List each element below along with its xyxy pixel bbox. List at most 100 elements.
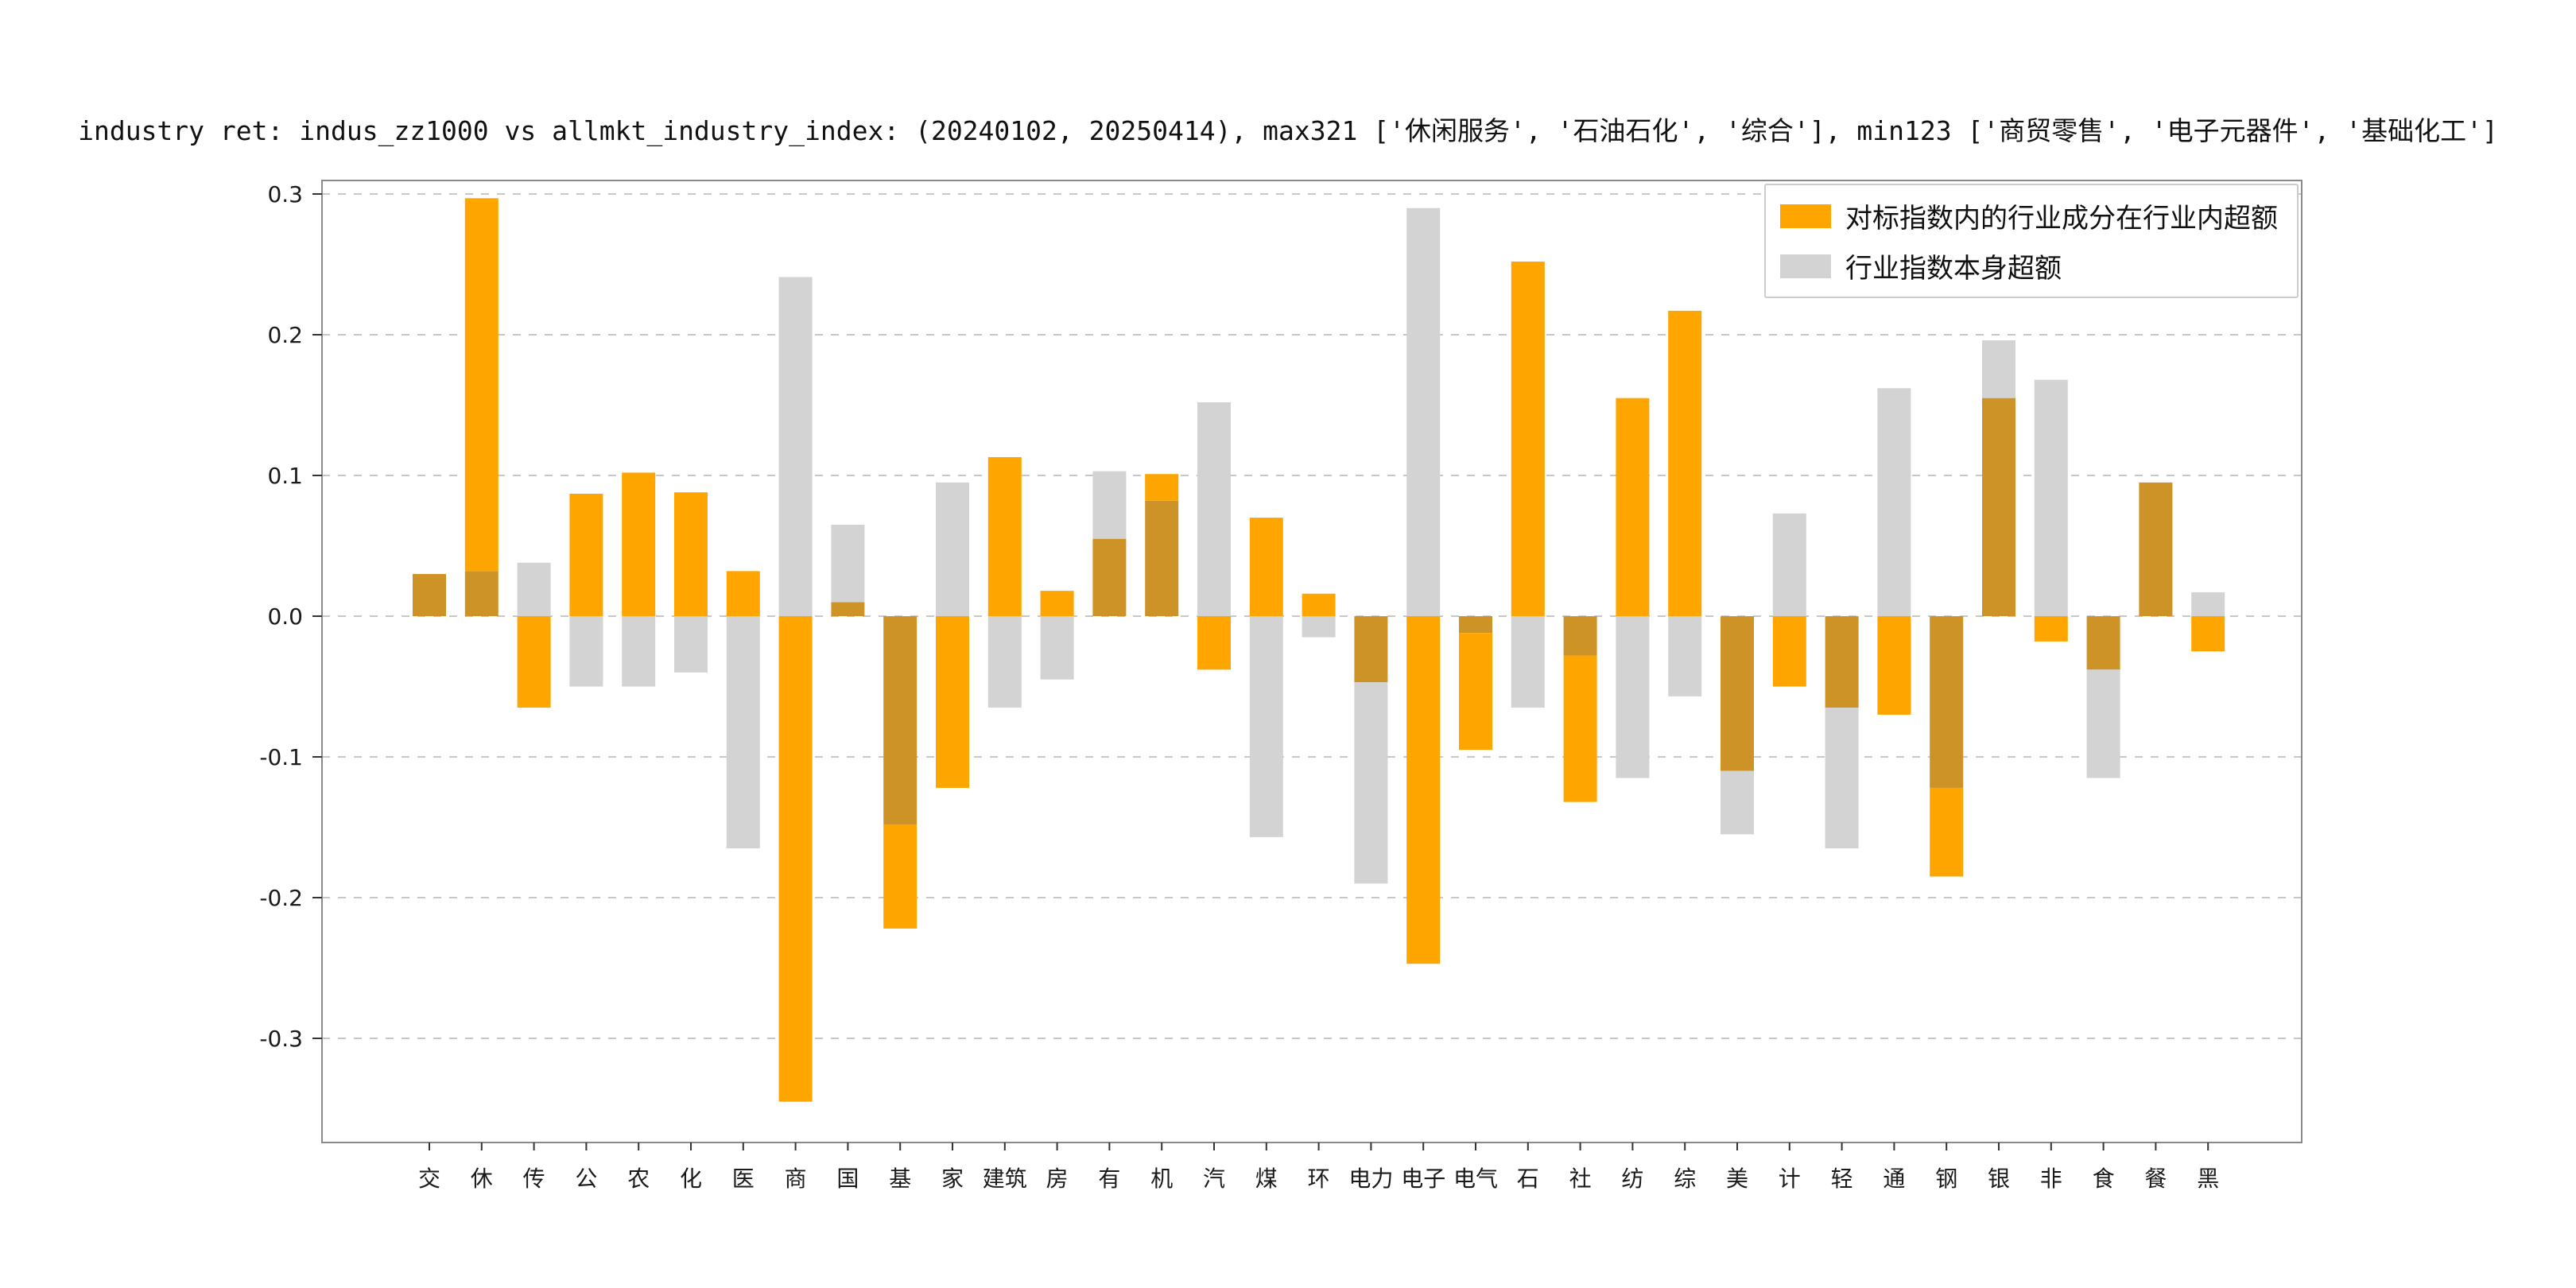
y-tick-label--0.3: -0.3 bbox=[259, 1026, 303, 1052]
bar-index-excess-建筑 bbox=[987, 616, 1022, 708]
x-tick-label-钢: 钢 bbox=[1935, 1166, 1957, 1192]
bar-index-excess-房 bbox=[1040, 616, 1074, 680]
bar-index-excess-国 bbox=[831, 524, 865, 603]
bar-component-excess-机 bbox=[1145, 474, 1179, 501]
x-tick-label-社: 社 bbox=[1569, 1166, 1592, 1192]
legend-swatch-orange bbox=[1780, 204, 1831, 228]
bar-overlap-国 bbox=[831, 602, 865, 616]
bar-overlap-电力 bbox=[1354, 616, 1388, 683]
bar-component-excess-黑 bbox=[2191, 616, 2225, 652]
x-tick-label-食: 食 bbox=[2093, 1166, 2115, 1192]
y-tick-label-0.0: 0.0 bbox=[267, 603, 303, 630]
bar-index-excess-电子 bbox=[1406, 208, 1441, 616]
legend-item-component-excess: 对标指数内的行业成分在行业内超额 bbox=[1780, 196, 2278, 235]
bar-component-excess-社 bbox=[1563, 655, 1597, 802]
bar-index-excess-煤 bbox=[1249, 616, 1283, 837]
bar-index-excess-农 bbox=[622, 616, 656, 687]
x-tick-label-煤: 煤 bbox=[1255, 1166, 1278, 1192]
x-tick-label-电气: 电气 bbox=[1453, 1166, 1498, 1192]
bar-index-excess-环 bbox=[1302, 616, 1336, 638]
bar-index-excess-通 bbox=[1877, 388, 1911, 616]
bar-component-excess-计 bbox=[1772, 616, 1806, 687]
bar-index-excess-食 bbox=[2086, 669, 2120, 778]
x-tick-label-家: 家 bbox=[941, 1166, 964, 1192]
bar-index-excess-综 bbox=[1668, 616, 1702, 696]
bar-index-excess-传 bbox=[517, 562, 551, 616]
bar-overlap-食 bbox=[2086, 616, 2120, 670]
bar-overlap-钢 bbox=[1930, 616, 1964, 788]
bar-component-excess-煤 bbox=[1249, 518, 1283, 616]
x-tick-label-农: 农 bbox=[627, 1166, 650, 1192]
x-tick-label-石: 石 bbox=[1517, 1166, 1539, 1192]
bar-index-excess-商 bbox=[778, 277, 813, 616]
legend-item-index-excess: 行业指数本身超额 bbox=[1780, 246, 2278, 285]
y-tick-label-0.1: 0.1 bbox=[267, 463, 303, 489]
bar-index-excess-家 bbox=[936, 482, 969, 616]
bar-component-excess-商 bbox=[778, 616, 813, 1102]
x-tick-label-轻: 轻 bbox=[1831, 1166, 1853, 1192]
bar-component-excess-汽 bbox=[1197, 616, 1231, 670]
bar-component-excess-非 bbox=[2034, 616, 2068, 642]
bar-overlap-交 bbox=[413, 573, 446, 616]
chart-title: industry ret: indus_zz1000 vs allmkt_ind… bbox=[78, 115, 2498, 146]
bar-index-excess-黑 bbox=[2191, 592, 2225, 616]
bar-overlap-银 bbox=[1982, 398, 2015, 616]
bar-component-excess-农 bbox=[622, 472, 656, 616]
x-tick-label-公: 公 bbox=[575, 1166, 597, 1192]
legend-label-index-excess: 行业指数本身超额 bbox=[1845, 253, 2062, 285]
bar-component-excess-房 bbox=[1040, 591, 1074, 616]
x-tick-label-国: 国 bbox=[836, 1166, 859, 1192]
bar-index-excess-美 bbox=[1721, 770, 1754, 835]
x-tick-label-有: 有 bbox=[1098, 1166, 1120, 1192]
bar-overlap-机 bbox=[1145, 500, 1179, 616]
x-tick-label-机: 机 bbox=[1150, 1166, 1173, 1192]
bar-index-excess-有 bbox=[1092, 471, 1127, 539]
chart-legend: 对标指数内的行业成分在行业内超额 行业指数本身超额 bbox=[1764, 184, 2299, 298]
y-tick-label--0.1: -0.1 bbox=[259, 744, 303, 770]
bar-component-excess-钢 bbox=[1930, 787, 1964, 877]
bar-index-excess-电力 bbox=[1354, 682, 1388, 884]
bar-overlap-社 bbox=[1563, 616, 1597, 656]
x-tick-label-综: 综 bbox=[1674, 1166, 1696, 1192]
x-tick-label-非: 非 bbox=[2040, 1166, 2062, 1192]
x-tick-label-化: 化 bbox=[680, 1166, 702, 1192]
bar-component-excess-石 bbox=[1511, 261, 1545, 616]
x-tick-label-通: 通 bbox=[1883, 1166, 1905, 1192]
bar-index-excess-汽 bbox=[1197, 402, 1231, 616]
x-tick-label-电子: 电子 bbox=[1401, 1166, 1445, 1192]
bar-component-excess-基 bbox=[883, 824, 918, 929]
x-tick-label-休: 休 bbox=[471, 1166, 493, 1192]
x-tick-label-银: 银 bbox=[1988, 1166, 2010, 1192]
bar-overlap-有 bbox=[1092, 538, 1127, 616]
bar-overlap-休 bbox=[464, 571, 499, 616]
x-tick-label-医: 医 bbox=[732, 1166, 755, 1192]
x-tick-label-房: 房 bbox=[1046, 1166, 1069, 1192]
y-tick-label--0.2: -0.2 bbox=[259, 885, 303, 911]
bar-overlap-电气 bbox=[1459, 616, 1492, 634]
bar-component-excess-传 bbox=[517, 616, 551, 708]
legend-swatch-gray bbox=[1780, 254, 1831, 278]
x-tick-label-环: 环 bbox=[1308, 1166, 1330, 1192]
x-tick-label-基: 基 bbox=[889, 1166, 911, 1192]
x-tick-label-交: 交 bbox=[418, 1166, 440, 1192]
bar-component-excess-电气 bbox=[1459, 633, 1492, 751]
bar-component-excess-公 bbox=[569, 494, 603, 616]
x-tick-label-传: 传 bbox=[523, 1166, 545, 1192]
bar-overlap-餐 bbox=[2139, 482, 2173, 616]
bar-overlap-基 bbox=[883, 616, 918, 824]
bar-overlap-轻 bbox=[1825, 616, 1859, 708]
bar-index-excess-计 bbox=[1772, 513, 1806, 616]
bar-overlap-美 bbox=[1721, 616, 1754, 771]
bar-index-excess-纺 bbox=[1616, 616, 1650, 778]
x-tick-label-电力: 电力 bbox=[1348, 1166, 1393, 1192]
x-tick-label-纺: 纺 bbox=[1621, 1166, 1643, 1192]
bar-index-excess-银 bbox=[1982, 340, 2015, 398]
x-tick-label-美: 美 bbox=[1726, 1166, 1748, 1192]
bar-index-excess-医 bbox=[726, 616, 760, 849]
legend-label-component-excess: 对标指数内的行业成分在行业内超额 bbox=[1845, 203, 2278, 235]
bar-component-excess-休 bbox=[464, 198, 499, 572]
bar-component-excess-建筑 bbox=[987, 456, 1022, 616]
bar-index-excess-轻 bbox=[1825, 708, 1859, 849]
y-tick-label-0.2: 0.2 bbox=[267, 322, 303, 348]
